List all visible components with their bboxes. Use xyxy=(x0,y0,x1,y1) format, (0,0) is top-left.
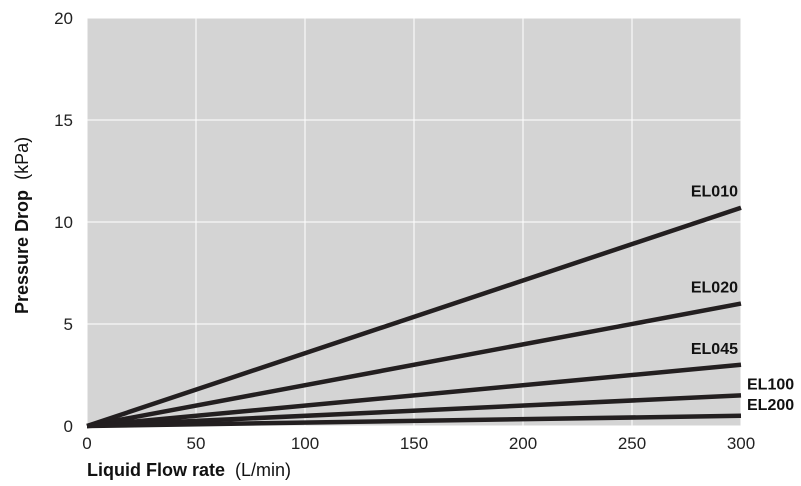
y-axis-label: Pressure Drop (kPa) xyxy=(12,137,32,314)
series-line-el020 xyxy=(86,301,742,429)
series-label-el200: EL200 xyxy=(747,397,794,414)
x-tick-label: 250 xyxy=(618,434,646,453)
x-axis-label: Liquid Flow rate (L/min) xyxy=(87,460,291,480)
series-line-el100 xyxy=(86,393,742,429)
x-axis-label-name: Liquid Flow rate xyxy=(87,460,225,480)
y-tick-label: 0 xyxy=(64,417,73,436)
x-tick-label: 0 xyxy=(82,434,91,453)
y-tick-label: 10 xyxy=(54,213,73,232)
series-lines xyxy=(86,205,742,429)
series-line-el010 xyxy=(86,205,742,429)
x-tick-label: 150 xyxy=(400,434,428,453)
x-tick-label: 200 xyxy=(509,434,537,453)
series-label-el100: EL100 xyxy=(747,376,794,393)
tick-labels: 0 50 100 150 200 250 300 0 5 10 15 20 xyxy=(54,9,755,453)
series-line-el045 xyxy=(86,362,742,429)
x-tick-label: 100 xyxy=(291,434,319,453)
y-tick-label: 5 xyxy=(64,315,73,334)
x-axis-label-unit: (L/min) xyxy=(235,460,291,480)
series-label-el045: EL045 xyxy=(691,341,738,358)
x-tick-label: 300 xyxy=(727,434,755,453)
series-labels: EL010 EL020 EL045 EL100 EL200 xyxy=(691,184,794,414)
x-tick-label: 50 xyxy=(187,434,206,453)
y-tick-label: 15 xyxy=(54,111,73,130)
series-line-el200 xyxy=(86,413,742,429)
y-axis-label-name: Pressure Drop xyxy=(12,190,32,314)
y-tick-label: 20 xyxy=(54,9,73,28)
series-label-el010: EL010 xyxy=(691,184,738,201)
y-axis-label-unit: (kPa) xyxy=(12,137,32,180)
series-label-el020: EL020 xyxy=(691,280,738,297)
